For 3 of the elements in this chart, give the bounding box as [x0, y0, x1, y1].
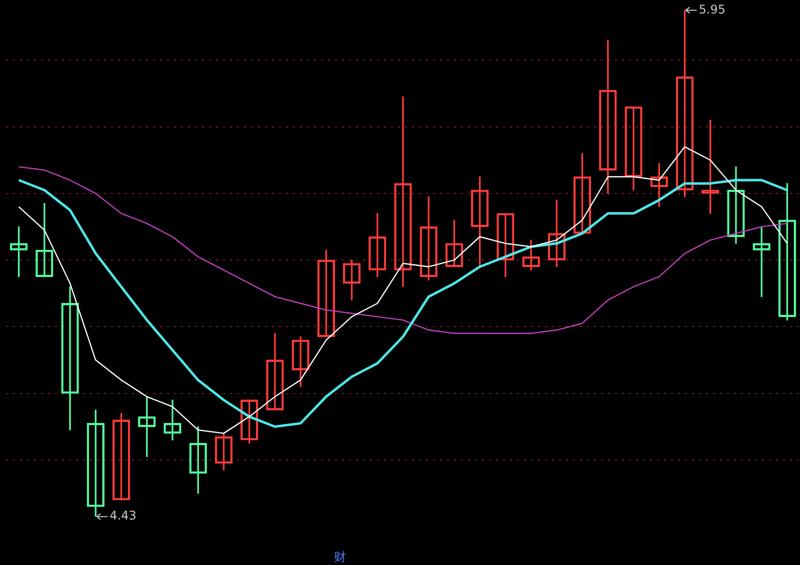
annotation: 4.43 [110, 508, 136, 523]
annotation: 5.95 [698, 2, 726, 16]
text: 财 [334, 550, 346, 564]
